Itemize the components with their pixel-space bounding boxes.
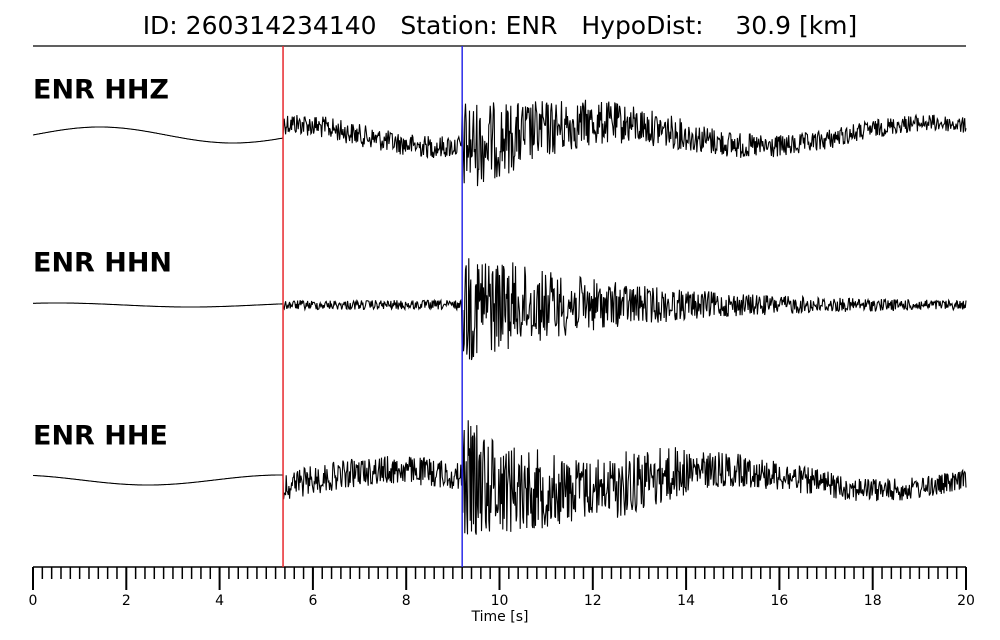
trace-label: ENR HHZ xyxy=(33,75,169,106)
waveform xyxy=(33,258,967,361)
x-tick-label: 8 xyxy=(402,593,411,609)
trace-label: ENR HHE xyxy=(33,421,168,452)
x-tick-label: 20 xyxy=(957,593,975,609)
x-tick-label: 16 xyxy=(770,593,788,609)
x-tick-label: 4 xyxy=(215,593,224,609)
x-axis-label: Time [s] xyxy=(471,609,529,625)
x-tick-label: 0 xyxy=(29,593,38,609)
chart-title: ID: 260314234140 Station: ENR HypoDist: … xyxy=(143,11,858,40)
waveform xyxy=(33,420,967,535)
x-tick-label: 6 xyxy=(308,593,317,609)
x-tick-label: 14 xyxy=(677,593,695,609)
trace-label: ENR HHN xyxy=(33,248,172,279)
waveform xyxy=(32,99,967,187)
x-tick-label: 18 xyxy=(864,593,882,609)
x-tick-label: 10 xyxy=(491,593,509,609)
x-tick-label: 12 xyxy=(584,593,602,609)
x-tick-label: 2 xyxy=(122,593,131,609)
